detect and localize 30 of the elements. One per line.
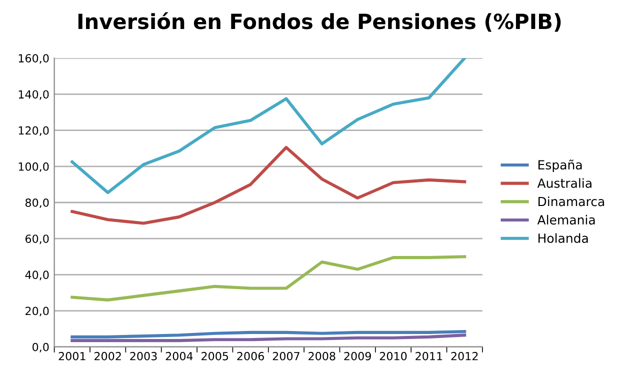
x-tick-label: 2003 — [130, 352, 157, 360]
legend-label: España — [538, 160, 582, 172]
line-series — [70, 146, 466, 225]
y-tick-label: 100,0 — [18, 162, 49, 172]
x-tick-label: 2007 — [272, 352, 300, 360]
legend-label: Dinamarca — [538, 196, 604, 206]
x-tick-label: 2010 — [380, 352, 407, 360]
x-tick-label: 2009 — [344, 352, 371, 360]
y-tick-label: 140,0 — [18, 90, 49, 100]
y-tick-label: 40,0 — [25, 270, 49, 280]
x-tick-label: 2001 — [58, 352, 86, 360]
y-tick-label: 0,0 — [32, 342, 49, 352]
y-tick-label: 60,0 — [25, 234, 49, 244]
x-tick-label: 2012 — [451, 352, 478, 360]
x-tick-label: 2008 — [308, 352, 336, 360]
y-tick-label: 120,0 — [18, 126, 49, 136]
line-series — [70, 58, 466, 194]
x-tick-label: 2011 — [416, 352, 442, 360]
x-tick-label: 2002 — [94, 352, 121, 360]
x-tick-label: 2005 — [202, 352, 228, 360]
x-tick-label: 2004 — [166, 352, 193, 360]
x-tick-label: 2006 — [237, 352, 264, 360]
y-tick-label: 80,0 — [25, 198, 49, 208]
chart-title: Inversión en Fondos de Pensiones (%PIB) — [78, 12, 561, 32]
legend-label: Australia — [537, 178, 592, 188]
y-tick-label: 20,0 — [26, 306, 49, 316]
line-series — [70, 255, 466, 302]
legend-label: Holanda — [538, 233, 588, 243]
legend-label: Alemania — [537, 214, 595, 225]
y-tick-label: 160,0 — [18, 54, 49, 64]
